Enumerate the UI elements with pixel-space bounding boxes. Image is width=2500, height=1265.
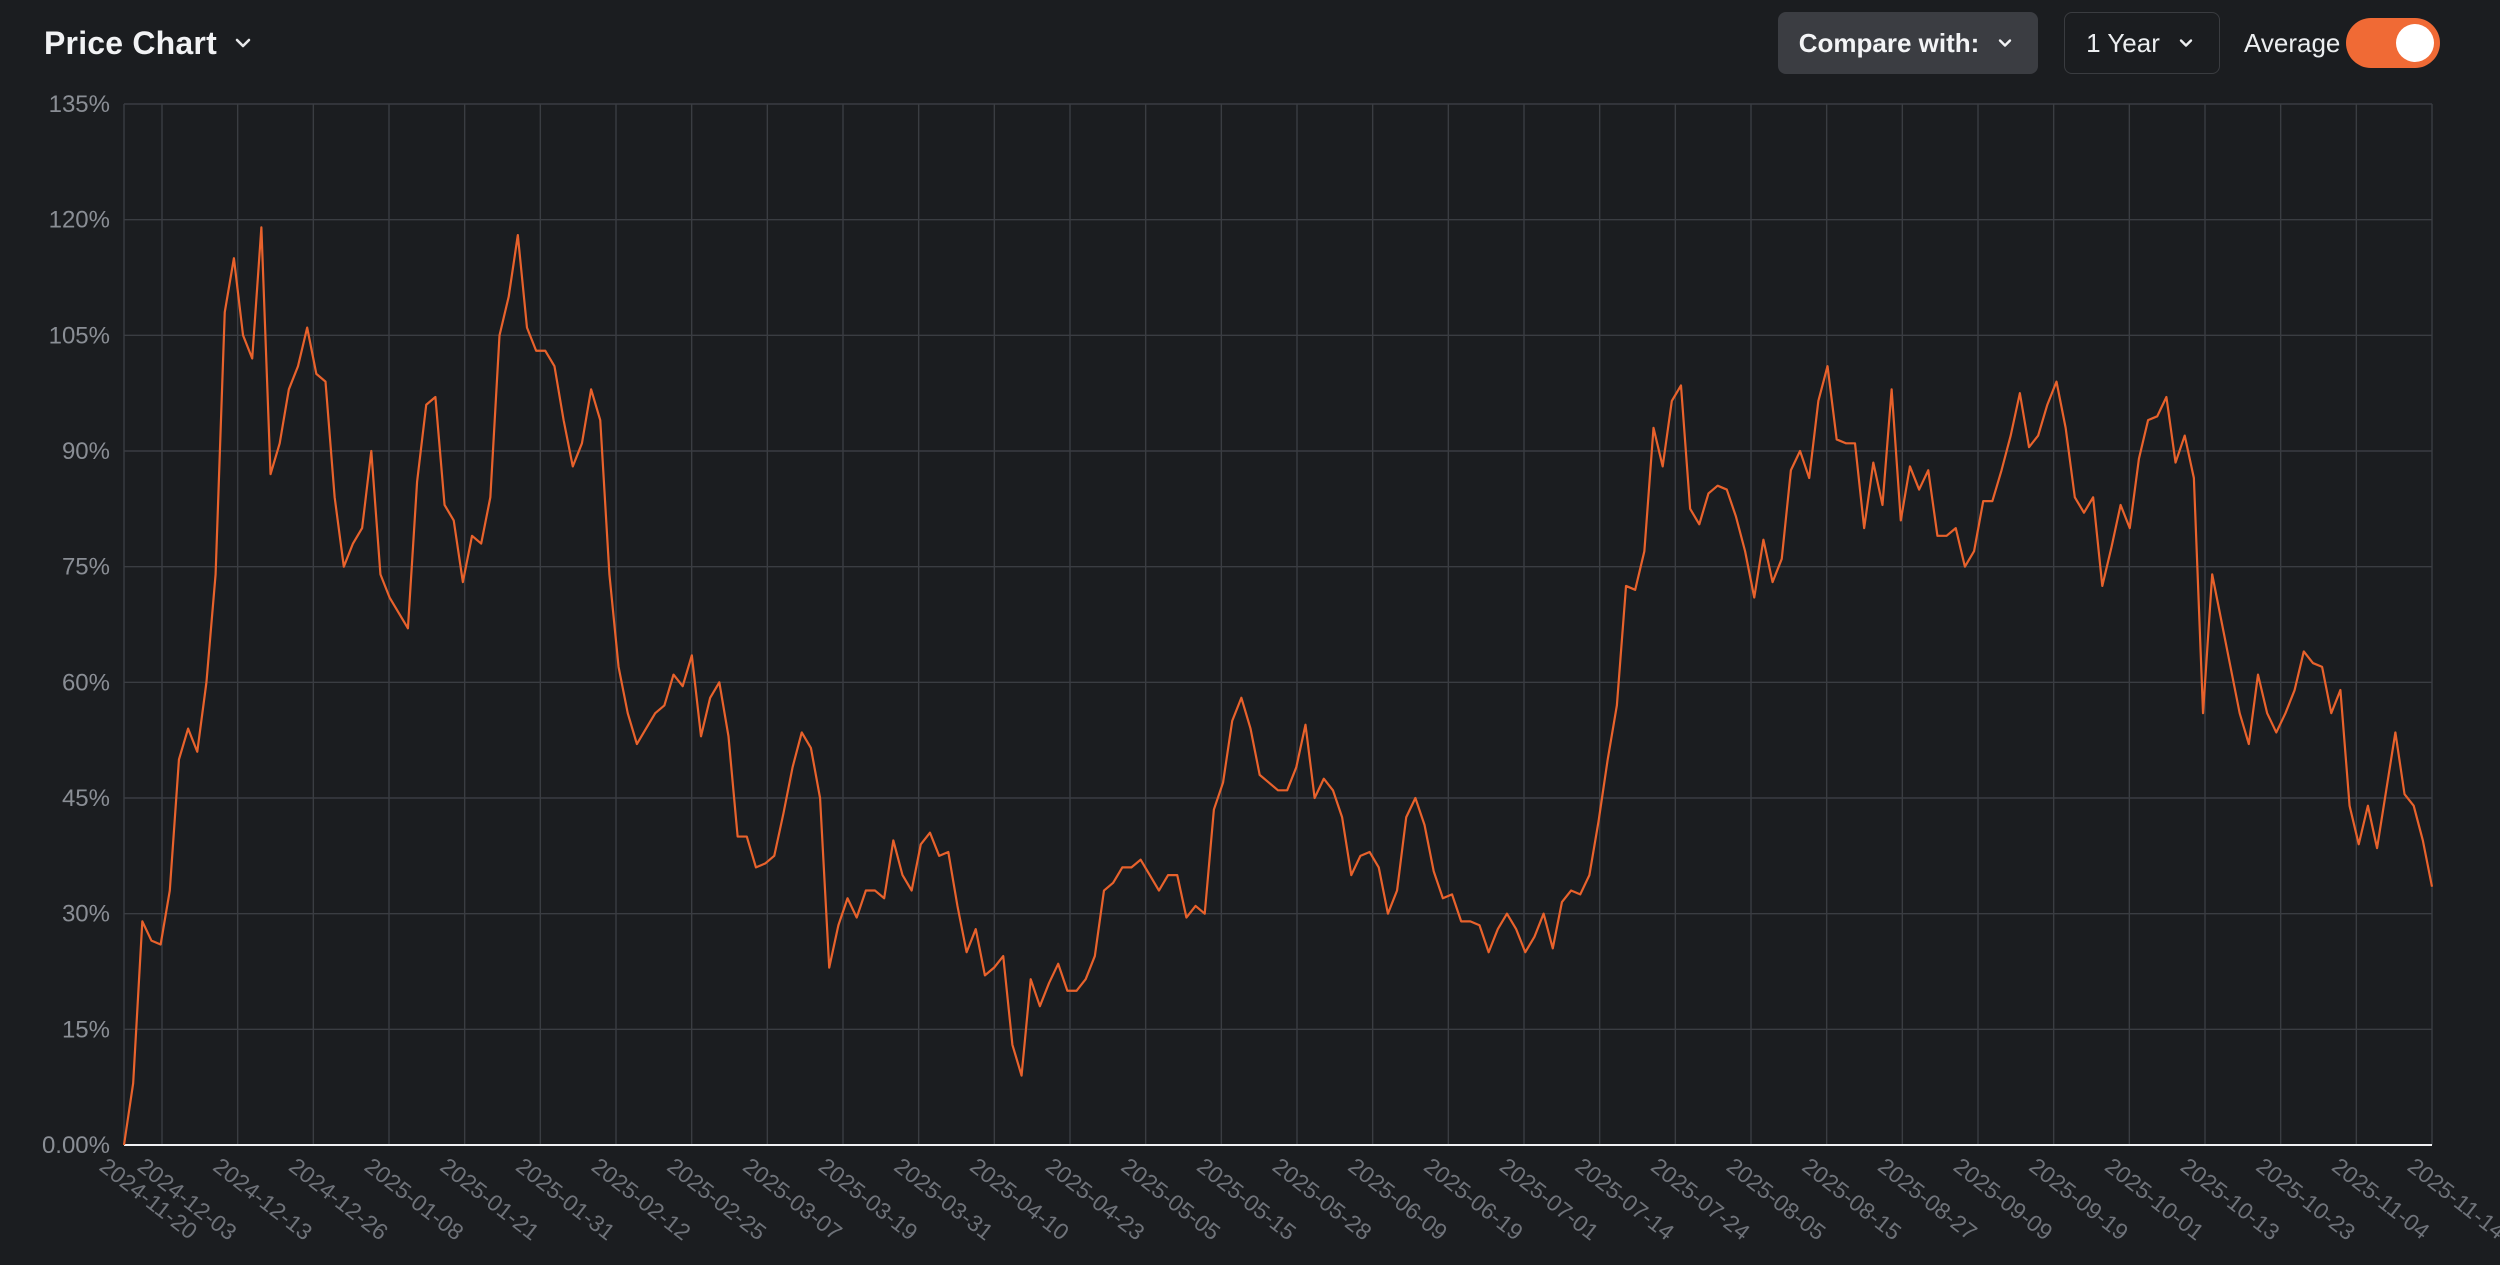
y-tick-label: 120% [49,207,110,234]
price-series-line [122,226,2434,1146]
time-range-label: 1 Year [2086,27,2160,58]
chart-header: Price Chart Compare with: 1 Year Average [0,0,2500,86]
average-toggle-label: Average [2244,28,2341,58]
y-tick-label: 75% [62,554,110,581]
toggle-knob [2396,24,2434,62]
y-tick-label: 90% [62,438,110,465]
y-tick-label: 15% [62,1016,110,1043]
compare-with-dropdown[interactable]: Compare with: [1778,12,2038,74]
chart-grid [123,103,2433,1145]
average-toggle[interactable] [2346,18,2440,68]
y-tick-label: 135% [49,91,110,118]
y-tick-label: 30% [62,901,110,928]
chevron-down-icon [231,31,255,55]
y-axis: 0.00% 15% 30% 45% 60% 75% 90% 105% 120% 135% [42,91,110,1159]
page-title: Price Chart [44,24,217,61]
chevron-down-icon [1993,31,2017,55]
y-tick-label: 60% [62,669,110,696]
y-tick-label: 0.00% [42,1132,110,1159]
time-range-dropdown[interactable]: 1 Year [2064,12,2220,74]
price-line-chart: 0.00% 15% 30% 45% 60% 75% 90% 105% 120% 135% 2024… [42,91,2500,1246]
y-tick-label: 105% [49,322,110,349]
y-tick-label: 45% [62,785,110,812]
compare-with-label: Compare with: [1798,27,1980,58]
chart-type-selector[interactable]: Price Chart [44,20,255,66]
chevron-down-icon [2174,31,2198,55]
x-axis: 2024-11-202024-12-032024-12-132024-12-26… [95,1152,2500,1245]
